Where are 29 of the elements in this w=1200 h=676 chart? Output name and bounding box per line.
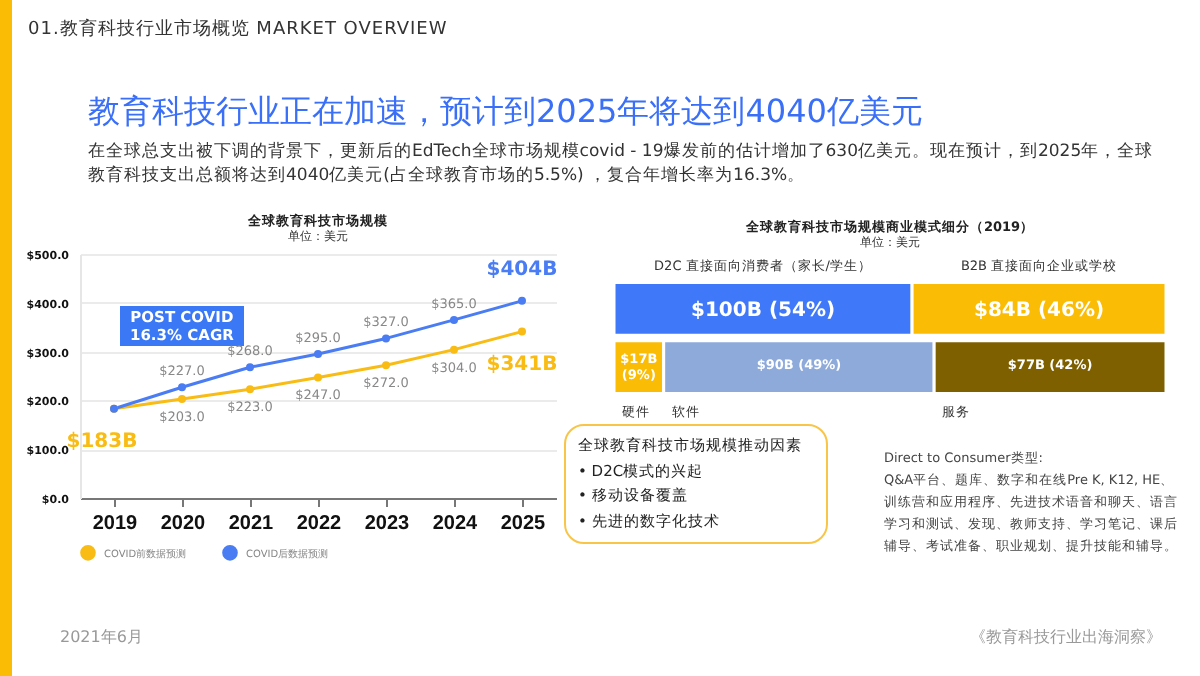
x-tick-label: 2025 <box>500 513 547 535</box>
point <box>450 345 458 354</box>
text: 《教育科技行业出海洞察》 <box>970 626 1162 648</box>
x-tick-label: 2020 <box>160 513 207 535</box>
annotation: $404B <box>486 258 558 281</box>
text: 教育科技行业正在加速，预计到2025年将达到4040亿美元 <box>88 92 923 134</box>
point <box>178 394 186 403</box>
point <box>246 385 254 394</box>
text: 在全球总支出被下调的背景下，更新后的EdTech全球市场规模covid - 19爆发前的估计增加了630亿美元。现在预计，到2025年，全球教育科技支出总额将达到4040亿美元(占全球教育市场的5.5%) ，复合年增长率为16.3%。 <box>88 140 1156 188</box>
point <box>518 327 526 336</box>
point <box>314 350 322 359</box>
point <box>450 315 458 324</box>
annotation: $341B <box>486 353 558 376</box>
point <box>314 373 322 382</box>
x-tick-label: 2023 <box>364 513 411 535</box>
x-tick-label: 2019 <box>92 513 139 535</box>
annotation: $183B <box>66 430 138 453</box>
point <box>246 363 254 372</box>
data-label: $100B (54%) <box>691 300 836 323</box>
point <box>382 361 390 370</box>
point <box>382 334 390 343</box>
data-label: $84B (46%) <box>973 300 1105 323</box>
x-tick-label: 2024 <box>432 513 479 535</box>
x-tick-label: 2022 <box>296 513 343 535</box>
text: 2021年6月 <box>60 626 143 648</box>
text: 01.教育科技行业市场概览 MARKET OVERVIEW <box>28 16 448 42</box>
x-tick-label: 2021 <box>228 513 275 535</box>
point <box>518 296 526 305</box>
point <box>178 383 186 392</box>
